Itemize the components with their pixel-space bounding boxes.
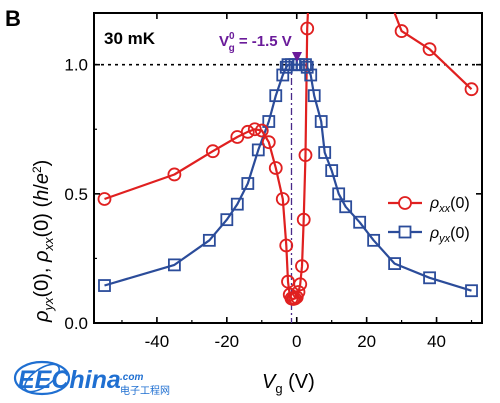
panel-label: B (5, 6, 21, 31)
y-tick-label: 0.5 (64, 185, 88, 204)
rho-xx-point (240, 124, 255, 139)
rho-yx-point (202, 233, 216, 247)
legend-label-rho-xx: ρxx(0) (429, 195, 470, 215)
rho-yx-point (307, 89, 321, 103)
rho-xx-point (205, 144, 220, 159)
rho-xx-point (254, 123, 269, 138)
x-tick-label: -40 (145, 332, 170, 351)
rho-xx-point (97, 192, 112, 206)
rho-yx-point (314, 115, 328, 128)
rho-xx-point (247, 122, 262, 137)
x-tick-label: 40 (427, 332, 446, 351)
x-axis: -40 -20 0 20 40 (121, 13, 473, 351)
eechina-watermark: EEChina .com 电子工程网 (13, 360, 170, 397)
legend-marker-circle (398, 196, 412, 210)
x-axis-label: Vg (V) (262, 371, 315, 396)
rho-yx-point (251, 143, 265, 157)
watermark-suffix: .com (120, 372, 143, 383)
rho-xx-point (295, 259, 309, 274)
series-lines (104, 12, 473, 301)
rho-yx-point (332, 187, 346, 201)
rho-xx-point (293, 277, 308, 292)
orbit-logo-icon (13, 360, 71, 396)
rho-xx-point (422, 42, 437, 57)
legend-item-rho-xx: ρxx(0) (388, 195, 470, 215)
rho-yx-point (304, 68, 318, 82)
legend-label-rho-yx: ρyx(0) (429, 225, 470, 245)
vg0-annotation: V0 g = -1.5 V (219, 31, 292, 54)
rho-yx-point (167, 258, 181, 272)
rho-yx-point (325, 164, 339, 177)
y-tick-label: 0.0 (64, 314, 88, 333)
series-markers (97, 21, 479, 306)
watermark-brand: EEChina (18, 366, 121, 394)
rho-yx-point (241, 177, 255, 190)
x-tick-label: 0 (292, 332, 301, 351)
rho-yx-line (104, 63, 472, 292)
rho-yx-point (262, 115, 276, 128)
x-tick-label: -20 (215, 332, 240, 351)
y-axis: 0.0 0.5 1.0 (64, 56, 482, 333)
rho-xx-point (298, 148, 313, 162)
rho-yx-point (300, 60, 314, 74)
rho-xx-point (300, 21, 315, 36)
rho-xx-point (275, 192, 290, 206)
legend-item-rho-yx: ρyx(0) (388, 225, 470, 245)
reference-lines (94, 63, 482, 323)
rho-xx-point (288, 291, 302, 306)
watermark-subtitle: 电子工程网 (120, 384, 170, 397)
rho-yx-point (388, 257, 402, 270)
temperature-label: 30 mK (104, 29, 156, 48)
rho-xx-point (291, 285, 306, 299)
rho-yx-point (230, 197, 244, 211)
rho-xx-point (464, 82, 479, 97)
rho-yx-point (318, 146, 332, 159)
y-axis-label: ρyx(0), ρxx(0) (h/e2) (30, 160, 56, 323)
x-tick-label: 20 (357, 332, 376, 351)
rho-yx-point (423, 271, 436, 285)
vg0-arrow (292, 52, 302, 62)
y-tick-label: 1.0 (64, 56, 88, 75)
rho-yx-point (98, 279, 111, 292)
rho-xx-point (268, 161, 283, 175)
legend: ρxx(0) ρyx(0) (388, 195, 470, 245)
rho-yx-point (269, 89, 283, 103)
rho-xx-point (167, 167, 182, 182)
rho-xx-point (394, 24, 409, 38)
rho-yx-point (339, 200, 353, 214)
rho-yx-point (353, 215, 367, 229)
rho-yx-point (220, 213, 234, 227)
legend-marker-square (398, 225, 412, 239)
plot-frame (93, 12, 483, 324)
rho-xx-point (296, 212, 311, 227)
rho-xx-upper-line (393, 12, 473, 90)
rho-xx-point (279, 238, 294, 253)
rho-yx-point (465, 284, 478, 298)
rho-yx-point (367, 233, 381, 247)
rho-xx-line (104, 12, 309, 301)
rho-xx-point (261, 135, 276, 150)
